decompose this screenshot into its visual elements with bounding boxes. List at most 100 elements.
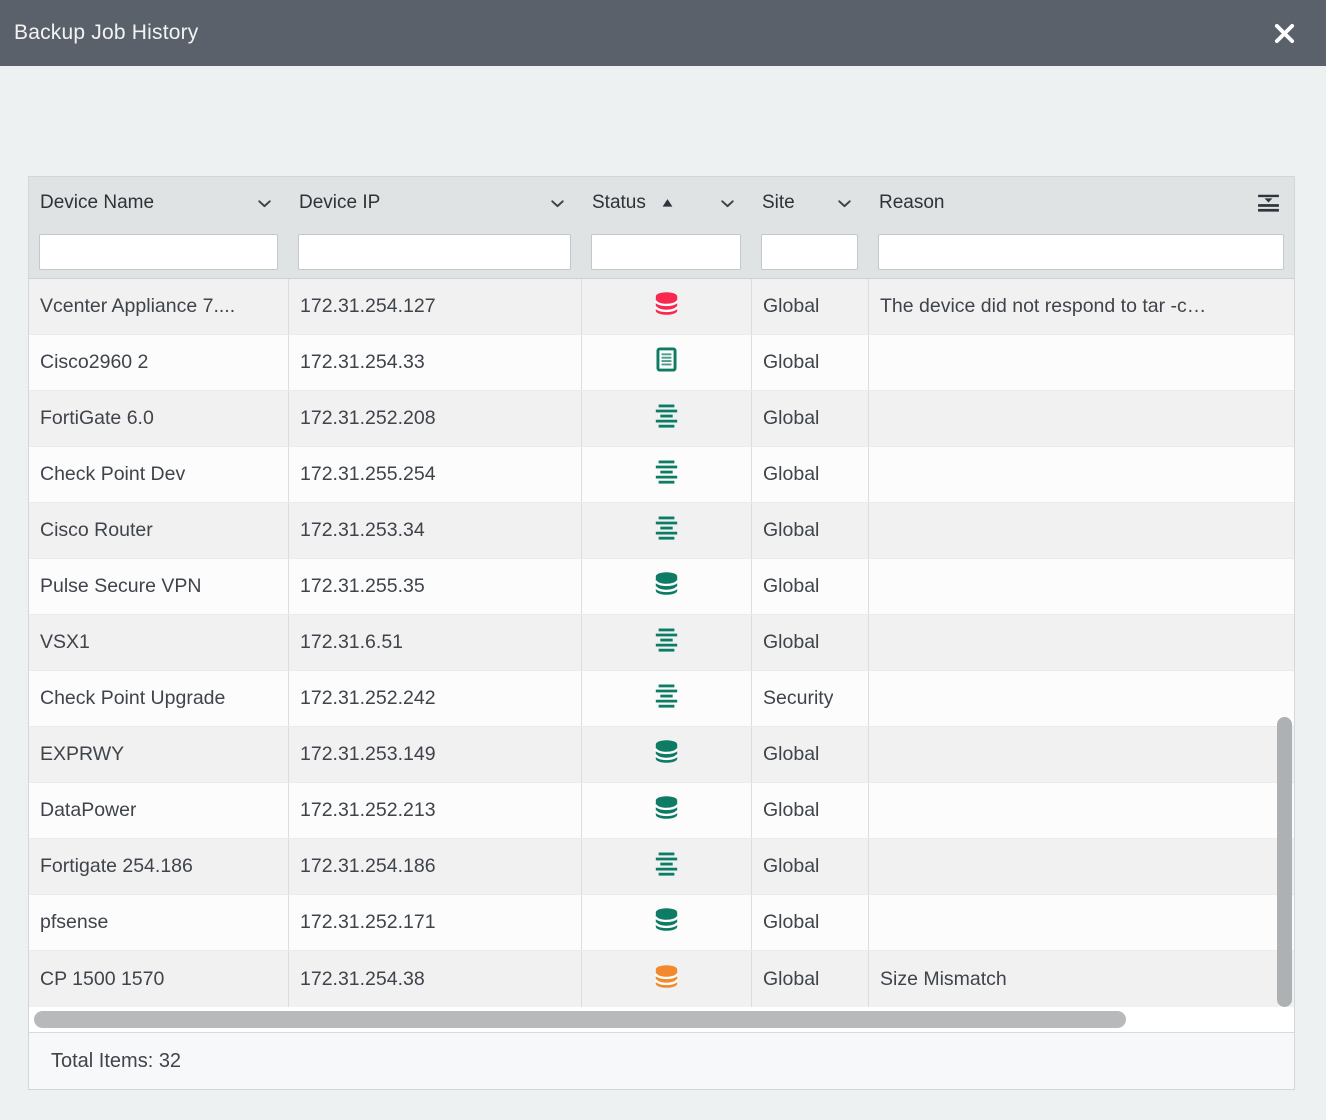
table-header: Device Name Device IP Status Site Reason — [29, 177, 1294, 278]
filter-cell-device_name — [29, 225, 288, 278]
reason-cell — [868, 839, 1294, 894]
status-cell — [581, 671, 751, 726]
column-header-site[interactable]: Site — [751, 192, 868, 214]
status-cell — [581, 615, 751, 670]
site-cell: Global — [751, 279, 868, 334]
chevron-down-icon[interactable] — [717, 193, 738, 214]
device-ip-cell: 172.31.253.149 — [288, 727, 581, 782]
device-name-cell: Cisco2960 2 — [40, 351, 149, 373]
dialog-titlebar: Backup Job History — [0, 0, 1326, 66]
reason-cell — [868, 503, 1294, 558]
column-label: Device Name — [40, 192, 155, 213]
database-status-icon — [653, 794, 680, 827]
device-ip-cell: 172.31.254.127 — [288, 279, 581, 334]
status-filter-input[interactable] — [591, 233, 741, 270]
reason-cell — [868, 895, 1294, 950]
database-status-icon — [653, 738, 680, 771]
site-cell: Global — [751, 951, 868, 1007]
status-cell — [581, 839, 751, 894]
device-ip-cell: 172.31.254.33 — [288, 335, 581, 390]
table-footer: Total Items: 32 — [29, 1032, 1294, 1089]
table-row[interactable]: Fortigate 254.186 172.31.254.186 Global — [29, 839, 1294, 895]
status-cell — [581, 335, 751, 390]
status-cell — [581, 279, 751, 334]
site-cell: Global — [751, 727, 868, 782]
table-row[interactable]: pfsense 172.31.252.171 Global — [29, 895, 1294, 951]
device-name-cell: pfsense — [40, 911, 109, 933]
table-row[interactable]: Vcenter Appliance 7.... 172.31.254.127 Glo… — [29, 279, 1294, 335]
horizontal-scrollbar-thumb[interactable] — [34, 1011, 1126, 1028]
close-button[interactable] — [1267, 16, 1302, 51]
filter-cell-status — [581, 225, 751, 278]
device-name-cell: FortiGate 6.0 — [40, 407, 154, 429]
device-name-cell: Check Point Dev — [40, 463, 186, 485]
reason-cell — [868, 335, 1294, 390]
table-row[interactable]: Check Point Upgrade 172.31.252.242 Securit… — [29, 671, 1294, 727]
device-ip-cell: 172.31.252.213 — [288, 783, 581, 838]
device-ip-cell: 172.31.252.208 — [288, 391, 581, 446]
chevron-down-icon[interactable] — [834, 193, 855, 214]
dialog-title: Backup Job History — [14, 21, 199, 44]
table-row[interactable]: EXPRWY 172.31.253.149 Global — [29, 727, 1294, 783]
reason-filter-input[interactable] — [878, 233, 1284, 270]
site-cell: Security — [751, 671, 868, 726]
backup-history-table: Device Name Device IP Status Site Reason Vce… — [28, 176, 1295, 1090]
table-row[interactable]: Cisco Router 172.31.253.34 Global — [29, 503, 1294, 559]
site-cell: Global — [751, 335, 868, 390]
filter-cell-device_ip — [288, 225, 581, 278]
device-name-cell: Vcenter Appliance 7.... — [40, 295, 236, 317]
close-icon — [1271, 23, 1298, 50]
lines-status-icon — [653, 514, 680, 547]
table-row[interactable]: Check Point Dev 172.31.255.254 Global — [29, 447, 1294, 503]
column-header-device_name[interactable]: Device Name — [29, 192, 288, 214]
database-status-icon — [653, 963, 680, 996]
reason-cell — [868, 559, 1294, 614]
horizontal-scrollbar[interactable] — [29, 1007, 1294, 1032]
site-cell: Global — [751, 559, 868, 614]
chevron-down-icon[interactable] — [254, 193, 275, 214]
table-row[interactable]: Cisco2960 2 172.31.254.33 Global — [29, 335, 1294, 391]
site-filter-input[interactable] — [761, 233, 858, 270]
status-cell — [581, 783, 751, 838]
filter-settings-icon[interactable] — [1256, 191, 1281, 216]
table-row[interactable]: DataPower 172.31.252.213 Global — [29, 783, 1294, 839]
database-status-icon — [653, 290, 680, 323]
device-name-cell: Check Point Upgrade — [40, 687, 226, 709]
reason-cell — [868, 391, 1294, 446]
device-ip-cell: 172.31.255.35 — [288, 559, 581, 614]
device_ip-filter-input[interactable] — [298, 233, 571, 270]
device-name-cell: Pulse Secure VPN — [40, 575, 202, 597]
lines-status-icon — [653, 626, 680, 659]
column-header-device_ip[interactable]: Device IP — [288, 192, 581, 214]
device-ip-cell: 172.31.252.242 — [288, 671, 581, 726]
table-row[interactable]: CP 1500 1570 172.31.254.38 Global Size Mism… — [29, 951, 1294, 1007]
column-label: Status — [592, 192, 646, 213]
column-header-status[interactable]: Status — [581, 192, 751, 214]
reason-cell — [868, 727, 1294, 782]
device-ip-cell: 172.31.254.186 — [288, 839, 581, 894]
vertical-scrollbar-thumb[interactable] — [1277, 717, 1292, 1007]
document-status-icon — [653, 346, 680, 379]
table-row[interactable]: VSX1 172.31.6.51 Global — [29, 615, 1294, 671]
reason-cell: Size Mismatch — [868, 951, 1294, 1007]
chevron-down-icon[interactable] — [547, 193, 568, 214]
device-ip-cell: 172.31.6.51 — [288, 615, 581, 670]
device_name-filter-input[interactable] — [39, 233, 278, 270]
column-label: Reason — [879, 192, 945, 213]
lines-status-icon — [653, 458, 680, 491]
device-name-cell: VSX1 — [40, 631, 90, 653]
site-cell: Global — [751, 503, 868, 558]
database-status-icon — [653, 570, 680, 603]
site-cell: Global — [751, 447, 868, 502]
column-label: Device IP — [299, 192, 381, 213]
table-row[interactable]: Pulse Secure VPN 172.31.255.35 Global — [29, 559, 1294, 615]
reason-cell: The device did not respond to tar -c… — [868, 279, 1294, 334]
device-name-cell: EXPRWY — [40, 743, 125, 765]
column-label: Site — [762, 192, 795, 213]
site-cell: Global — [751, 783, 868, 838]
device-ip-cell: 172.31.255.254 — [288, 447, 581, 502]
table-row[interactable]: FortiGate 6.0 172.31.252.208 Global — [29, 391, 1294, 447]
reason-cell — [868, 615, 1294, 670]
column-header-reason[interactable]: Reason — [868, 191, 1294, 216]
status-cell — [581, 447, 751, 502]
